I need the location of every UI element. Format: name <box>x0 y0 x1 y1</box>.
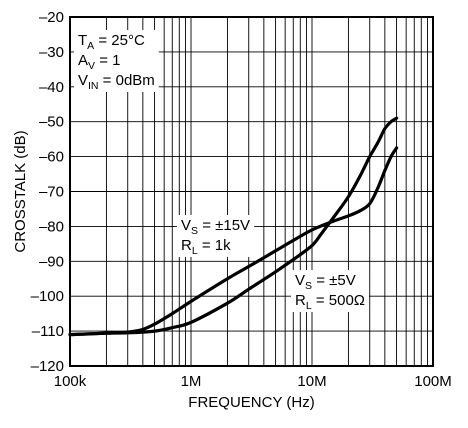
conditions-annotation-line: AV = 1 <box>78 52 120 72</box>
y-tick-label: –50 <box>39 114 64 131</box>
y-tick-label: –20 <box>39 9 64 26</box>
conditions-annotation-line: VIN = 0dBm <box>78 72 155 92</box>
x-tick-label: 100k <box>54 373 87 390</box>
conditions-annotation-line: TA = 25°C <box>78 32 145 52</box>
y-tick-label: –110 <box>32 323 64 340</box>
series-2-annotation-line: VS = ±5V <box>295 272 356 292</box>
y-tick-label: –120 <box>31 358 64 375</box>
series-1-annotation-line: RL = 1k <box>181 237 231 257</box>
y-tick-label: –30 <box>39 44 64 61</box>
series-1-annotation-background <box>177 215 255 257</box>
x-tick-label: 10M <box>297 373 326 390</box>
tick-labels: –20 –30 –40 –50 –60 –70 –80 –90 –100 –110 –120100k… <box>31 9 452 390</box>
series-2-annotation-background <box>291 270 370 312</box>
y-tick-label: –70 <box>39 184 64 201</box>
x-tick-label: 100M <box>414 373 452 390</box>
plot-frame <box>69 16 434 367</box>
y-tick-label: –90 <box>39 253 64 270</box>
y-tick-label: –80 <box>39 218 64 235</box>
conditions-annotation-background <box>74 30 159 92</box>
y-tick-label: –40 <box>39 79 64 96</box>
y-tick-label: –60 <box>39 149 64 166</box>
y-tick-label: –100 <box>31 288 64 305</box>
y-axis-title: CROSSTALK (dB) <box>12 130 29 252</box>
series-2-line <box>68 116 399 337</box>
annotation-backgrounds <box>74 30 370 312</box>
series-1-line <box>68 146 399 337</box>
series-1-annotation-line: VS = ±15V <box>181 217 250 237</box>
series-layer <box>68 116 399 337</box>
x-tick-label: 1M <box>181 373 202 390</box>
series-2-annotation-line: RL = 500Ω <box>295 292 365 312</box>
x-axis-title: FREQUENCY (Hz) <box>188 394 314 411</box>
